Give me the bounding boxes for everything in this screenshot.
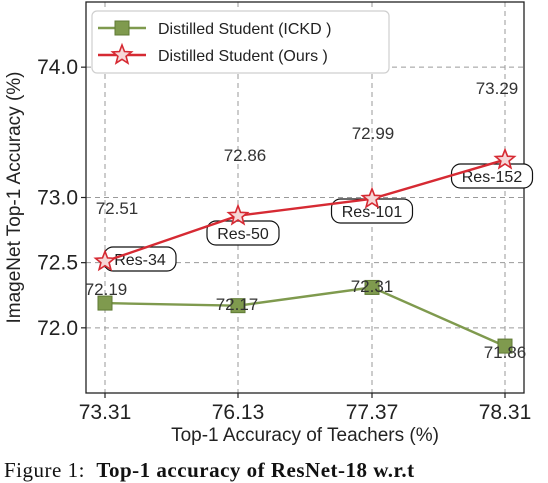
data-label: 72.19 bbox=[85, 280, 128, 299]
x-tick-label: 78.31 bbox=[479, 401, 532, 424]
annotation-label: Res-152 bbox=[462, 169, 523, 186]
data-point-square bbox=[364, 279, 380, 295]
data-label: 72.31 bbox=[351, 277, 394, 296]
data-label: 73.29 bbox=[476, 79, 519, 98]
x-tick-label: 77.37 bbox=[346, 401, 399, 424]
y-tick-label: 74.0 bbox=[37, 56, 78, 79]
data-point-square bbox=[230, 298, 246, 314]
data-point-star bbox=[360, 186, 384, 209]
legend-label: Distilled Student (ICKD ) bbox=[158, 21, 331, 38]
x-tick-label: 76.13 bbox=[212, 401, 265, 424]
legend-box bbox=[91, 10, 390, 74]
data-label: 71.86 bbox=[484, 343, 527, 362]
data-point-square bbox=[97, 295, 113, 311]
y-axis-label: ImageNet Top-1 Accuracy (%) bbox=[4, 71, 25, 323]
y-tick-label: 72.0 bbox=[37, 317, 78, 340]
series-line bbox=[104, 158, 506, 263]
data-point-star bbox=[93, 249, 117, 272]
data-label: 72.99 bbox=[352, 124, 395, 143]
series-line bbox=[104, 286, 506, 348]
legend-marker-square bbox=[114, 20, 130, 36]
data-point-square bbox=[497, 338, 513, 354]
y-tick-label: 73.0 bbox=[37, 187, 78, 210]
x-axis: 73.31 76.13 77.37 78.31 bbox=[79, 393, 532, 424]
annotation-label: Res-34 bbox=[114, 252, 166, 269]
x-tick-label: 73.31 bbox=[79, 401, 132, 424]
annotation-label: Res-101 bbox=[342, 204, 403, 221]
y-tick-label: 72.5 bbox=[37, 252, 78, 275]
data-label: 72.86 bbox=[224, 146, 267, 165]
data-label: 72.51 bbox=[96, 199, 139, 218]
caption-prefix: Figure 1: bbox=[4, 458, 85, 482]
data-label: 72.17 bbox=[216, 295, 259, 314]
legend-label: Distilled Student (Ours ) bbox=[158, 48, 328, 65]
caption-bold-text: Top-1 accuracy of ResNet-18 w.r.t bbox=[96, 458, 415, 482]
legend-marker-star bbox=[110, 42, 134, 65]
y-axis: 72.0 72.5 73.0 74.0 bbox=[37, 56, 86, 340]
series-layer bbox=[93, 147, 517, 354]
x-axis-label: Top-1 Accuracy of Teachers (%) bbox=[171, 425, 439, 446]
annotations: Res-34 Res-50 Res-101 Res-152 bbox=[103, 163, 534, 272]
figure-caption: Figure 1: Top-1 accuracy of ResNet-18 w.… bbox=[4, 458, 548, 483]
legend: Distilled Student (ICKD ) Distilled Stude… bbox=[91, 10, 390, 74]
data-point-star bbox=[493, 147, 517, 170]
data-point-star bbox=[226, 203, 250, 226]
annotation-label: Res-50 bbox=[217, 226, 269, 243]
data-labels: 72.19 72.17 72.31 71.86 72.51 72.86 72.99 73.29 bbox=[85, 79, 527, 362]
